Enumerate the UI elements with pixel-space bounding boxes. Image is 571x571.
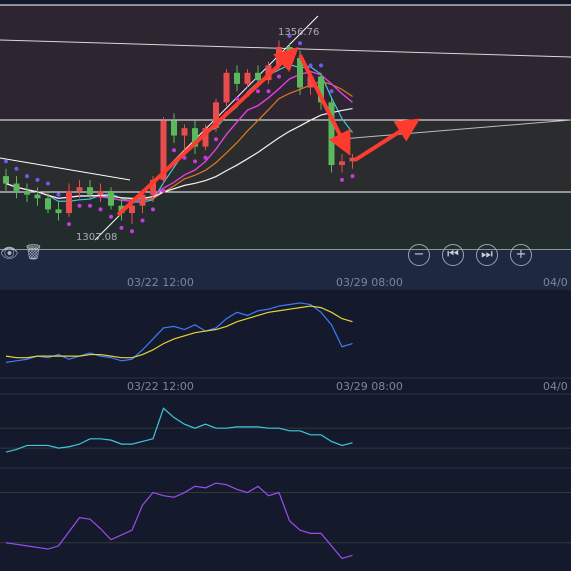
price-labels: 1356.76 1307.08 — [76, 27, 319, 243]
time-tick-label: 03/22 12:00 — [127, 276, 194, 289]
candle-body — [97, 190, 104, 195]
oscillator-panel-2 — [0, 395, 571, 469]
candle-body — [307, 76, 314, 88]
time-tick-label: 03/29 08:00 — [336, 276, 403, 289]
time-axis-band — [0, 250, 571, 290]
candle-body — [150, 179, 156, 195]
candle-body — [24, 190, 30, 195]
candle-body — [76, 187, 83, 191]
trend-arrow-1 — [298, 54, 351, 156]
candle-body — [339, 161, 345, 166]
eye-icon[interactable]: 👁 — [0, 244, 20, 262]
candle-body — [244, 72, 251, 84]
candle-body — [34, 194, 41, 199]
sar-dot — [130, 229, 134, 234]
candle-body — [223, 72, 230, 103]
panel-background — [0, 292, 571, 378]
candle-body — [45, 198, 51, 210]
time-tick-label: 03/29 08:00 — [336, 380, 403, 393]
panel-background — [0, 395, 571, 468]
sar-dot — [203, 155, 208, 160]
candle-body — [181, 128, 188, 136]
sar-dot — [235, 96, 239, 101]
sar-dot — [67, 222, 71, 227]
sar-dot — [214, 137, 218, 142]
sar-dot — [340, 177, 344, 182]
sar-dot — [98, 207, 103, 212]
middle-zone — [0, 120, 571, 192]
sar-dot — [329, 89, 334, 94]
red-arrows — [116, 46, 421, 217]
candle-body — [129, 205, 135, 214]
candle-body — [139, 194, 146, 206]
projection-line — [329, 119, 571, 141]
panel-background — [0, 469, 571, 571]
candle-body — [171, 120, 177, 136]
candle-body — [318, 76, 324, 103]
sar-dot — [14, 166, 19, 171]
sar-dot — [119, 225, 124, 230]
sar-dot — [308, 63, 313, 68]
osc-series-0 — [5, 407, 353, 453]
sar-dot — [161, 188, 166, 193]
scroll-end-button[interactable]: ⏭ — [476, 244, 498, 266]
sar-dot — [88, 203, 92, 208]
candle-body — [202, 128, 209, 147]
osc-series-0 — [5, 302, 353, 363]
sar-dot — [151, 207, 155, 212]
candle-body — [55, 209, 62, 214]
upper-zone — [0, 5, 571, 120]
candle-body — [160, 120, 167, 180]
candle-body — [255, 72, 261, 81]
price-label-high-label: 1356.76 — [278, 27, 319, 38]
oscillator-panel-3 — [0, 469, 571, 571]
time-tick-label: 03/22 12:00 — [127, 380, 194, 393]
trend-arrow-0 — [116, 46, 299, 217]
lower-zone — [0, 192, 571, 250]
time-axis: 03/22 12:00 03/29 08:00 04/0 — [0, 250, 571, 290]
zoom-out-button[interactable]: − — [408, 244, 430, 266]
osc-series-1 — [5, 305, 353, 359]
ma-long-line — [5, 107, 353, 199]
sar-dot — [77, 203, 82, 208]
candle-body — [13, 183, 20, 191]
trash-icon[interactable]: 🗑 — [24, 243, 44, 261]
support-line — [0, 157, 131, 181]
sar-dot — [298, 41, 302, 46]
candle-body — [108, 190, 114, 206]
sar-dot — [25, 174, 29, 179]
osc-series-0 — [5, 482, 353, 560]
trend-arrow-2 — [353, 118, 421, 162]
sar-dot — [172, 148, 176, 153]
candle-body — [297, 58, 303, 88]
candle-body — [213, 102, 219, 129]
sar-dot — [287, 33, 292, 38]
sar-dot — [56, 192, 61, 197]
sar-dot — [140, 218, 145, 223]
scroll-start-button[interactable]: ⏮ — [442, 244, 464, 266]
sar-dot — [319, 63, 323, 68]
candle-body — [349, 157, 356, 162]
candle-body — [234, 72, 240, 84]
sar-dot — [4, 159, 8, 164]
oscillator-panel-1: 03/22 12:00 03/29 08:00 04/0 — [0, 292, 571, 395]
zoom-in-button[interactable]: + — [510, 244, 532, 266]
sar-dot — [350, 174, 355, 179]
sar-dot — [256, 89, 260, 94]
candle-body — [3, 176, 9, 184]
time-tick-label: 04/0 — [543, 276, 568, 289]
sar-dot — [35, 177, 40, 182]
sar-dot — [277, 74, 281, 79]
candle-body — [87, 187, 93, 195]
sar-dot — [266, 89, 271, 94]
price-label-low-label: 1307.08 — [76, 232, 117, 243]
sar-dot — [193, 159, 197, 164]
time-tick-label: 04/0 — [543, 380, 568, 393]
sar-dot — [109, 214, 113, 219]
candle-body — [66, 190, 72, 214]
candle-body — [192, 128, 198, 147]
sar-dot — [46, 181, 50, 186]
